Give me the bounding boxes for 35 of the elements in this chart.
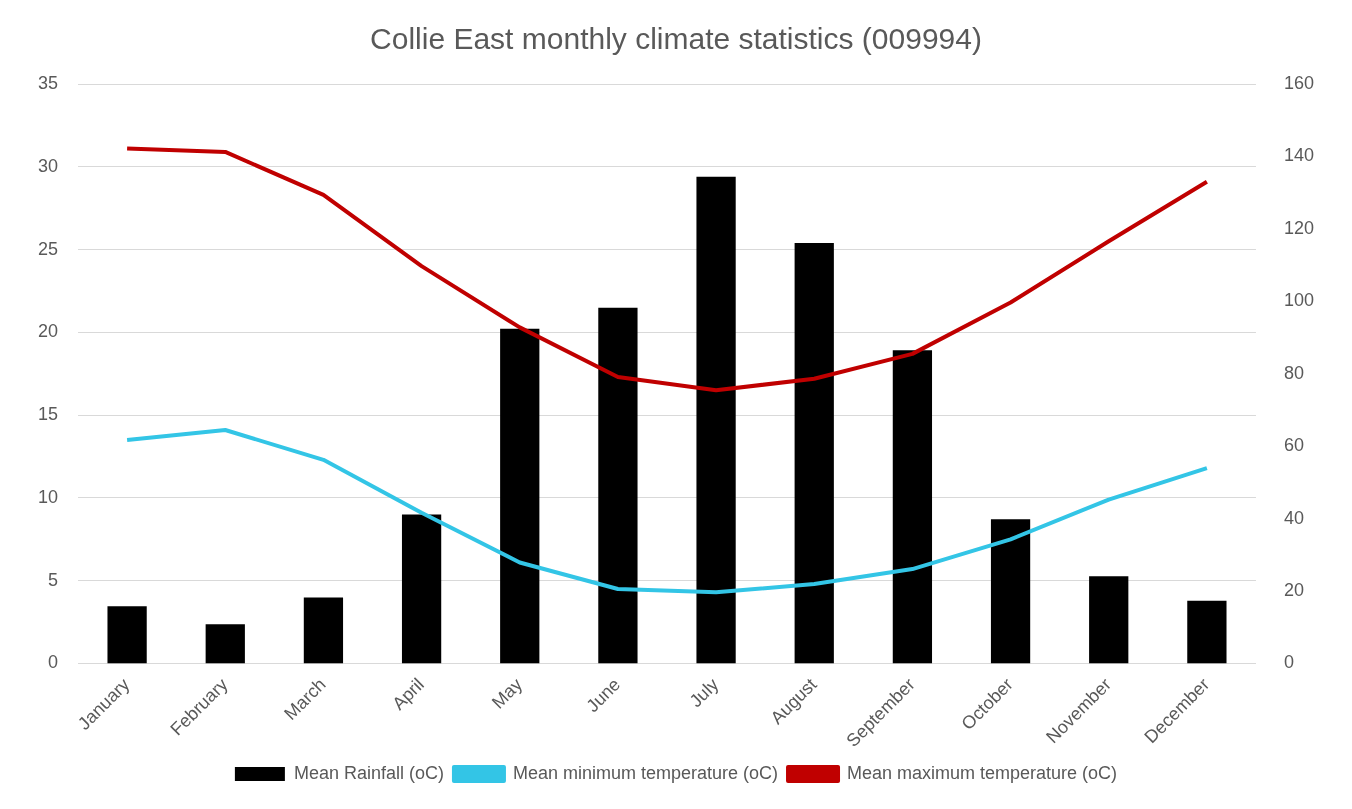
y2-tick-label: 160	[1283, 72, 1315, 93]
bar	[107, 606, 147, 664]
legend-label: Mean minimum temperature (oC)	[512, 762, 779, 783]
bar	[696, 176, 736, 664]
bar	[303, 597, 344, 664]
x-tick-label: May	[487, 674, 527, 713]
y2-tick-label: 0	[1283, 652, 1294, 673]
legend-label: Mean Rainfall (oC)	[293, 762, 444, 783]
bar	[1187, 600, 1227, 664]
y2-tick-label: 80	[1283, 362, 1304, 383]
y-tick-label: 15	[37, 404, 59, 425]
x-tick-label: July	[685, 674, 723, 712]
bar	[205, 624, 245, 664]
y-tick-label: 0	[48, 652, 59, 673]
y-tick-label: 30	[37, 155, 59, 176]
bar	[990, 519, 1031, 664]
legend-label: Mean maximum temperature (oC)	[847, 762, 1118, 783]
y2-tick-label: 120	[1283, 217, 1315, 238]
y2-tick-label: 140	[1283, 145, 1315, 166]
bar	[1089, 576, 1129, 664]
y2-tick-label: 100	[1283, 290, 1315, 311]
chart-title: Collie East monthly climate statistics (009994)	[370, 22, 982, 56]
y-tick-label: 10	[37, 486, 59, 507]
y2-tick-label: 60	[1283, 435, 1304, 456]
bar	[892, 350, 933, 664]
y2-tick-label: 20	[1283, 580, 1304, 600]
y-tick-label: 20	[37, 321, 59, 342]
y-tick-label: 35	[37, 72, 59, 93]
y-tick-label: 25	[37, 238, 59, 259]
bar	[500, 328, 540, 664]
y-tick-label: 5	[48, 569, 59, 590]
y2-tick-label: 40	[1283, 507, 1304, 528]
bar	[794, 242, 834, 664]
bar	[401, 514, 442, 664]
bar	[598, 307, 638, 664]
